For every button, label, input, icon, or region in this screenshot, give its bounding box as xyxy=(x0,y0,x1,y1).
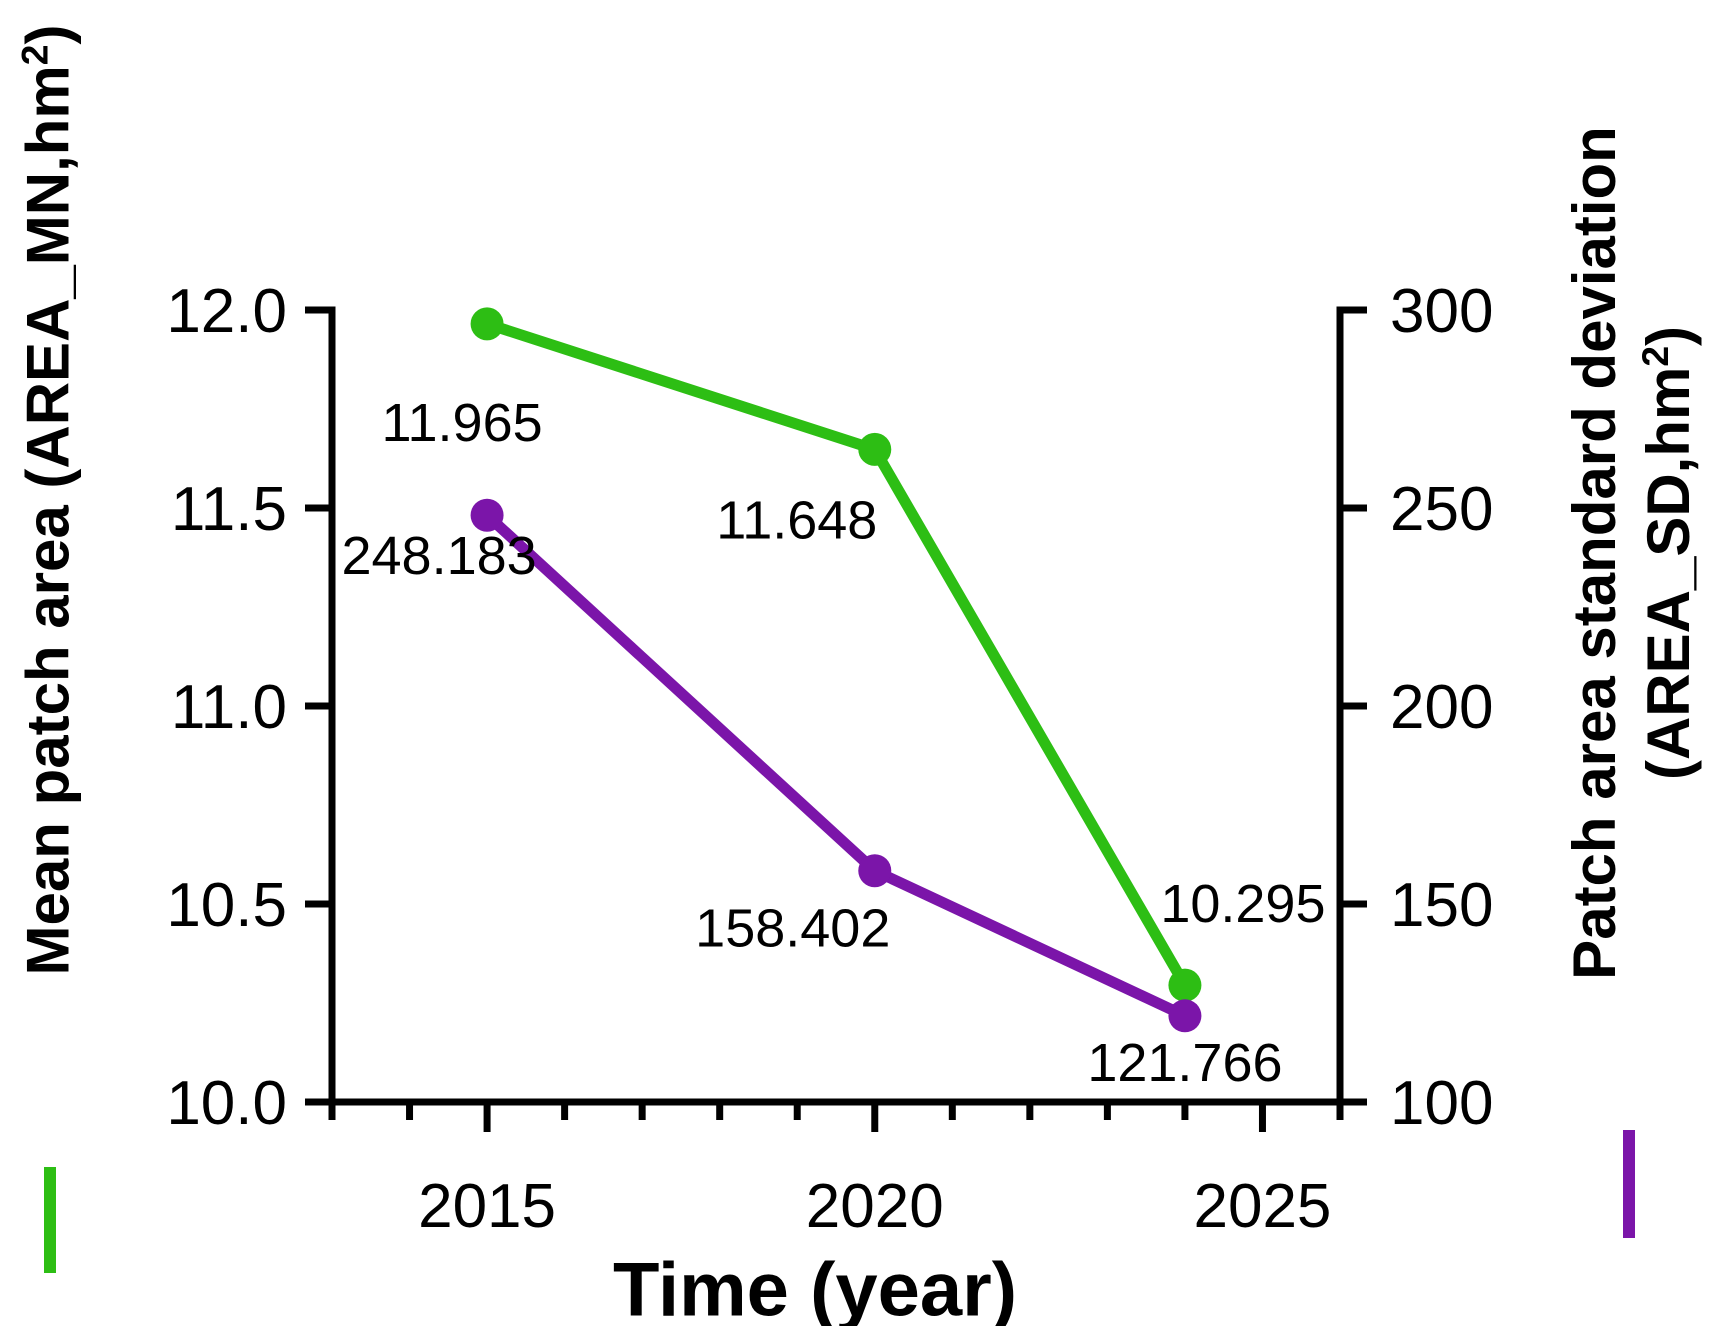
legend-mark-green-series xyxy=(44,1167,56,1273)
data-point-label: 248.183 xyxy=(341,526,536,586)
right-axis-title-line2-superscript: 2 xyxy=(1634,345,1676,367)
left-axis-tick-label: 11.0 xyxy=(171,673,287,742)
right-axis-title-line1: Patch area standard deviation xyxy=(1561,126,1628,980)
data-point-marker xyxy=(470,307,504,341)
right-axis-tick-label: 300 xyxy=(1390,277,1493,346)
data-point-marker xyxy=(858,432,892,466)
left-axis-title-close: ) xyxy=(14,24,82,45)
left-axis-title: Mean patch area (AREA_MN,hm2) xyxy=(14,25,83,976)
right-axis-tick-label: 200 xyxy=(1390,673,1493,742)
data-point-marker xyxy=(1168,968,1202,1002)
left-axis-title-superscript: 2 xyxy=(13,44,56,66)
right-axis-tick-label: 100 xyxy=(1390,1069,1493,1138)
data-point-label: 158.402 xyxy=(695,899,890,959)
right-axis-title-line2-text: (AREA_SD,hm xyxy=(1635,366,1702,781)
data-point-marker xyxy=(1168,999,1202,1033)
right-axis-tick-label: 250 xyxy=(1390,475,1493,544)
data-point-marker xyxy=(470,498,504,532)
right-axis-title-line2-close: ) xyxy=(1635,325,1702,346)
right-axis-tick-label: 150 xyxy=(1390,871,1493,940)
x-axis-tick-label: 2015 xyxy=(418,1172,556,1241)
left-axis-tick-label: 11.5 xyxy=(171,475,287,544)
series-line-left-axis xyxy=(481,318,1191,991)
right-axis-title: Patch area standard deviation (AREA_SD,h… xyxy=(1558,126,1706,980)
data-point-label: 11.965 xyxy=(381,393,542,453)
left-axis-tick-label: 10.0 xyxy=(166,1069,287,1138)
x-axis-title: Time (year) xyxy=(612,1247,1018,1326)
left-axis-title-text: Mean patch area (AREA_MN,hm xyxy=(14,65,82,976)
x-axis-tick-label: 2020 xyxy=(806,1172,944,1241)
data-point-label: 121.766 xyxy=(1087,1033,1282,1093)
x-axis-tick-label: 2025 xyxy=(1193,1172,1331,1241)
data-point-label: 11.648 xyxy=(716,490,877,550)
legend-mark-purple-series xyxy=(1623,1130,1635,1238)
left-axis-tick-label: 12.0 xyxy=(166,277,287,346)
left-axis-tick-label: 10.5 xyxy=(166,871,287,940)
data-point-label: 10.295 xyxy=(1160,874,1325,934)
data-point-marker xyxy=(858,854,892,888)
right-axis-title-line2: (AREA_SD,hm2) xyxy=(1632,126,1706,980)
